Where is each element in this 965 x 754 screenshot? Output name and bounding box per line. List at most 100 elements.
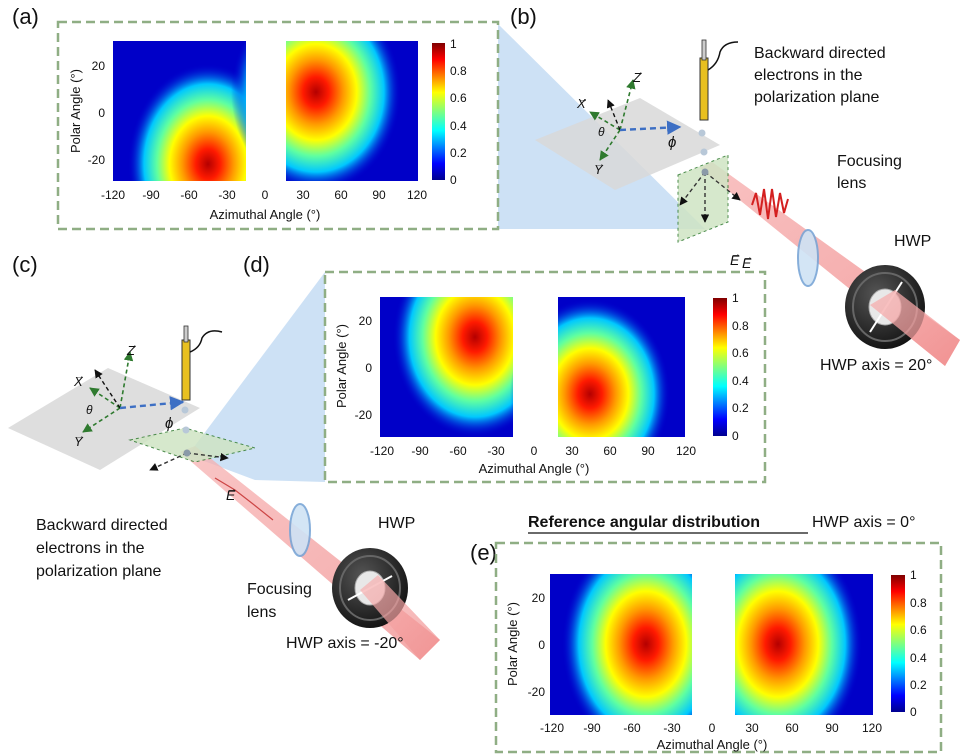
- heatmap-a-x-ticks: -120 -90 -60 -30 0 30 60 90 120: [101, 188, 427, 202]
- phi-label-c: ϕ: [165, 415, 173, 432]
- colorbar-a-tick: 0.2: [450, 146, 467, 160]
- laser-beam-b-out: [870, 290, 960, 366]
- heatmap-d-y-tick-m20: -20: [355, 408, 373, 422]
- vector-arrow-y-b: →: [595, 159, 605, 170]
- heatmap-d-x-tick: 30: [565, 444, 579, 458]
- emission-arrow-c: [94, 369, 121, 409]
- heatmap-d-x-tick: 90: [641, 444, 655, 458]
- hwp-label-c: HWP: [378, 515, 415, 532]
- electron-dot-b: [700, 148, 708, 156]
- z-axis-c: [119, 351, 134, 409]
- colorbar-e-tick: 0: [910, 705, 917, 719]
- theta-label-c: θ: [86, 403, 93, 417]
- heatmap-a-y-ticks: 20 0 -20: [88, 59, 106, 167]
- panel-letter-a: (a): [12, 4, 39, 29]
- electron-dot-c: [181, 406, 189, 414]
- colorbar-a: [432, 43, 445, 180]
- heatmap-d-x-label: Azimuthal Angle (°): [479, 461, 590, 476]
- heatmap-e-y-tick-0: 0: [538, 638, 545, 652]
- heatmap-d-y-tick-0: 0: [365, 361, 372, 375]
- reference-hwp-axis: HWP axis = 0°: [812, 514, 915, 531]
- heatmap-a-x-tick: 120: [407, 188, 427, 202]
- heatmap-e-y-label: Polar Angle (°): [505, 602, 520, 686]
- backward-note-b-line3: polarization plane: [754, 89, 880, 106]
- vector-arrow-x-c: →: [75, 371, 85, 382]
- vector-arrow-z-c: →: [128, 340, 138, 351]
- z-axis-b: [619, 79, 636, 131]
- heatmap-a-x-tick: 30: [296, 188, 310, 202]
- hwp-axis-b: HWP axis = 20°: [820, 357, 932, 374]
- panel-letter-e: (e): [470, 540, 497, 565]
- heatmap-e-x-label: Azimuthal Angle (°): [657, 737, 768, 752]
- heatmap-e-x-tick: 90: [825, 721, 839, 735]
- colorbar-a-tick: 1: [450, 37, 457, 51]
- reference-plane-c: [8, 368, 200, 470]
- phi-arrow-c: [119, 396, 185, 411]
- y-axis-label-c: Y: [74, 434, 84, 449]
- heatmap-a-y-tick-0: 0: [98, 106, 105, 120]
- colorbar-d: [713, 298, 727, 436]
- field-label-d-corner: E: [742, 255, 752, 271]
- colorbar-a-ticks: 1 0.8 0.6 0.4 0.2 0: [450, 37, 467, 187]
- heatmap-d-y-label: Polar Angle (°): [334, 324, 349, 408]
- heatmap-panel-e: Reference angular distribution HWP axis …: [494, 514, 943, 754]
- colorbar-d-tick: 1: [732, 291, 739, 305]
- lens-note-b-line1: Focusing: [837, 153, 902, 170]
- pulse-b: [751, 188, 789, 220]
- x-axis-c: [89, 387, 121, 409]
- backward-note-c-line2: electrons in the: [36, 540, 145, 557]
- heatmap-panel-d: 20 0 -20 -120 -90 -60 -30 0 30 60 90 120…: [323, 270, 767, 484]
- colorbar-d-tick: 0.6: [732, 346, 749, 360]
- y-axis-b: [599, 129, 621, 161]
- electron-dot-b: [698, 129, 706, 137]
- setup-b-diagram: X → Y → Z → θ ϕ Backward directed electr…: [535, 39, 960, 374]
- colorbar-a-tick: 0.8: [450, 64, 467, 78]
- heatmap-d-x-tick: -60: [449, 444, 467, 458]
- polarization-plane-b: [677, 154, 729, 243]
- hwp-axis-c: HWP axis = -20°: [286, 635, 404, 652]
- colorbar-e-ticks: 1 0.8 0.6 0.4 0.2 0: [910, 568, 927, 719]
- heatmap-d-x-ticks: -120 -90 -60 -30 0 30 60 90 120: [370, 444, 696, 458]
- z-axis-label-b: Z: [632, 70, 642, 85]
- colorbar-a-tick: 0: [450, 173, 457, 187]
- setup-c-diagram: X → Y → Z → θ ϕ Backward directed electr…: [8, 325, 440, 660]
- phi-arrow-b: [619, 120, 682, 135]
- panel-letter-d: (d): [243, 252, 270, 277]
- z-axis-label-c: Z: [126, 343, 136, 358]
- heatmap-d-y-tick-20: 20: [359, 314, 373, 328]
- colorbar-e-tick: 0.2: [910, 678, 927, 692]
- colorbar-e-tick: 0.8: [910, 596, 927, 610]
- heatmap-a-x-tick: 60: [334, 188, 348, 202]
- heatmap-a-x-tick: 0: [262, 188, 269, 202]
- panel-letter-b: (b): [510, 4, 537, 29]
- focusing-lens-c: [289, 503, 311, 557]
- colorbar-a-tick: 0.6: [450, 91, 467, 105]
- electron-dot-b: [701, 168, 709, 176]
- heatmap-d-x-tick: 60: [603, 444, 617, 458]
- x-axis-b: [589, 111, 621, 131]
- heatmap-a-x-tick: 90: [372, 188, 386, 202]
- heatmap-a-plot: [113, 41, 418, 181]
- colorbar-d-tick: 0: [732, 429, 739, 443]
- backward-note-b-line2: electrons in the: [754, 67, 863, 84]
- focusing-lens-b: [797, 229, 819, 287]
- heatmap-d-x-tick: -30: [487, 444, 505, 458]
- heatmap-a-y-tick-20: 20: [92, 59, 106, 73]
- colorbar-d-tick: 0.2: [732, 401, 749, 415]
- gap-e: [692, 574, 735, 715]
- reference-title: Reference angular distribution: [528, 514, 760, 531]
- heatmap-a-x-tick: -30: [218, 188, 236, 202]
- y-axis-c: [82, 407, 121, 433]
- pulse-c: [214, 477, 274, 521]
- heatmap-e-x-tick: -30: [663, 721, 681, 735]
- heatmap-d-x-tick: -90: [411, 444, 429, 458]
- backward-note-b-line1: Backward directed: [754, 45, 886, 62]
- heatmap-a-x-label: Azimuthal Angle (°): [210, 207, 321, 222]
- heatmap-a-x-tick: -90: [142, 188, 160, 202]
- panel-letter-c: (c): [12, 252, 38, 277]
- heatmap-a-y-label: Polar Angle (°): [68, 69, 83, 153]
- lens-note-c-line1: Focusing: [247, 581, 312, 598]
- lens-note-b-line2: lens: [837, 175, 866, 192]
- electron-dot-c: [183, 449, 191, 457]
